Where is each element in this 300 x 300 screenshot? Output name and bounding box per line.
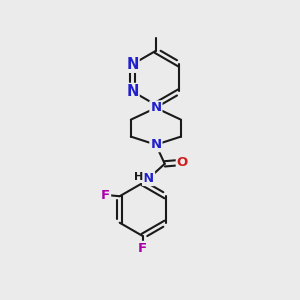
Text: N: N xyxy=(126,84,139,99)
Text: N: N xyxy=(150,101,161,114)
Text: N: N xyxy=(150,138,161,151)
Text: F: F xyxy=(138,242,147,255)
Text: F: F xyxy=(101,189,110,202)
Text: O: O xyxy=(177,156,188,169)
Text: N: N xyxy=(143,172,154,185)
Text: N: N xyxy=(126,57,139,72)
Text: H: H xyxy=(134,172,144,182)
